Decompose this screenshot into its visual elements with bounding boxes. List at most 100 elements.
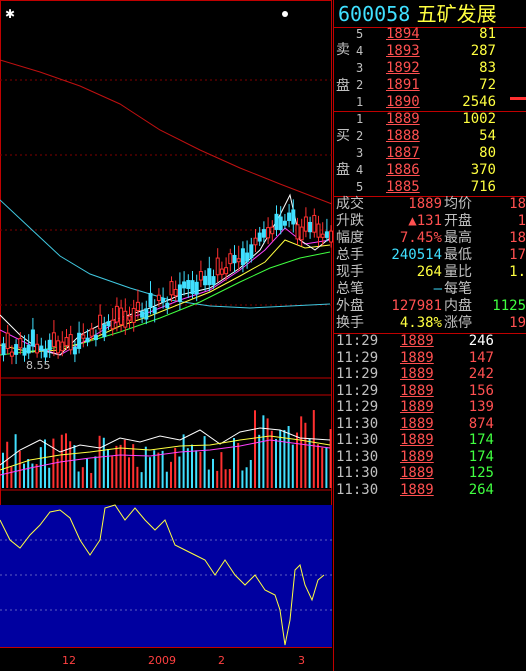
volume-bar: [69, 441, 72, 488]
sell-price: 1894: [386, 26, 420, 42]
indicator-gridlines: [0, 539, 332, 611]
tick-time: 11:29: [336, 349, 379, 366]
volume-bar: [249, 459, 252, 488]
candle: [110, 319, 115, 330]
vol-ma-yellow: [0, 435, 331, 471]
buy-row: 4 1886 370: [334, 162, 526, 179]
stat-label: 均价: [444, 196, 472, 212]
volume-bar: [241, 470, 244, 488]
volume-bar: [262, 415, 265, 488]
sell-level: 3: [356, 61, 364, 75]
sell-row: 5 1894 81: [334, 26, 526, 43]
volume-bar: [153, 450, 156, 488]
candle: [312, 214, 317, 233]
candle: [245, 252, 250, 262]
x-tick-label-3: 3: [298, 654, 305, 667]
sell-side-label-1: 卖: [336, 42, 350, 58]
tick-price: 1889: [400, 465, 434, 481]
volume-bar: [191, 444, 193, 488]
tick-price: 1889: [400, 349, 434, 366]
volume-bar: [203, 436, 206, 488]
tick-time: 11:29: [336, 382, 379, 399]
tick-price: 1889: [400, 415, 434, 432]
volume-bar: [304, 422, 307, 488]
sell-row: 4 1893 287: [334, 43, 526, 60]
tick-volume: 242: [468, 366, 494, 382]
tick-volume: 246: [468, 333, 494, 349]
candle: [194, 281, 199, 295]
x-tick-label-1: 2009: [148, 654, 176, 667]
candle: [177, 284, 182, 302]
candle: [140, 311, 145, 318]
buy-level: 5: [356, 180, 364, 194]
candle: [165, 302, 170, 309]
candle: [303, 216, 308, 232]
candle: [131, 307, 136, 323]
volume-bar: [296, 432, 298, 488]
stat-row: 总笔 — 每笔: [334, 281, 526, 298]
volume-bar: [90, 472, 93, 488]
candle: [98, 314, 103, 330]
stat-label: 总手: [336, 247, 364, 263]
candle: [144, 308, 149, 320]
buy-level: 3: [356, 146, 364, 160]
tick-volume: 125: [468, 465, 494, 481]
orderbook-separator: [334, 111, 526, 112]
candle: [253, 237, 258, 246]
candle: [106, 321, 111, 327]
candle: [135, 301, 140, 312]
tick-volume: 139: [468, 399, 494, 415]
tick-time: 11:30: [336, 415, 379, 432]
tick-time: 11:29: [336, 399, 379, 415]
candle: [114, 305, 119, 323]
stat-row: 幅度 7.45% 最高 18: [334, 230, 526, 247]
volume-bar: [212, 458, 214, 488]
volume-bar: [312, 410, 315, 488]
stat-row: 成交 1889 均价 18: [334, 196, 526, 213]
stats-separator: [334, 196, 526, 197]
candle: [320, 233, 325, 238]
sell-level: 4: [356, 44, 364, 58]
tick-time: 11:30: [336, 481, 379, 498]
volume-bar: [207, 469, 210, 488]
candle: [152, 307, 157, 314]
stat-value: ▲131: [408, 213, 442, 229]
candle: [236, 258, 241, 263]
volume-bar: [195, 450, 198, 488]
stat-value: 1125: [492, 298, 526, 314]
volume-bar: [73, 445, 76, 488]
volume-bar: [144, 446, 147, 488]
volume-bar: [44, 439, 46, 488]
stat-value: 240514: [391, 247, 442, 263]
candle: [56, 340, 61, 354]
volume-bar: [300, 416, 303, 488]
volume-bar: [329, 429, 332, 488]
marker-dot-icon: [282, 11, 288, 17]
volume-bar: [10, 466, 13, 488]
volume-bar: [140, 472, 143, 488]
quote-panel: 600058 五矿发展 卖 盘 5 1894 81 4 1893 287 3 1892 83 2 1…: [333, 0, 526, 671]
candle: [287, 212, 292, 222]
tick-row: 11:30 1889 174: [334, 432, 526, 449]
sell-pressure-bar: [510, 97, 526, 100]
candle: [228, 253, 233, 265]
volume-bar: [199, 451, 202, 488]
volume-bar: [65, 433, 67, 488]
tick-volume: 174: [468, 448, 494, 465]
buy-price: 1885: [386, 179, 420, 195]
tick-volume: 156: [468, 382, 494, 399]
tick-time: 11:29: [336, 333, 379, 349]
stat-row: 现手 264 量比 1.: [334, 264, 526, 281]
sell-volume: 83: [479, 60, 496, 76]
candle: [329, 230, 333, 243]
stat-value: 19: [509, 315, 526, 331]
candle: [9, 351, 14, 357]
candle: [270, 226, 275, 235]
kline-chart-area[interactable]: ✱ 8.55 12 2009 2 3: [0, 0, 333, 671]
stock-name: 五矿发展: [416, 2, 497, 26]
tick-price: 1889: [400, 432, 434, 448]
candle: [257, 232, 262, 242]
candle: [219, 268, 224, 275]
tick-time: 11:30: [336, 465, 379, 481]
candle: [123, 310, 128, 328]
